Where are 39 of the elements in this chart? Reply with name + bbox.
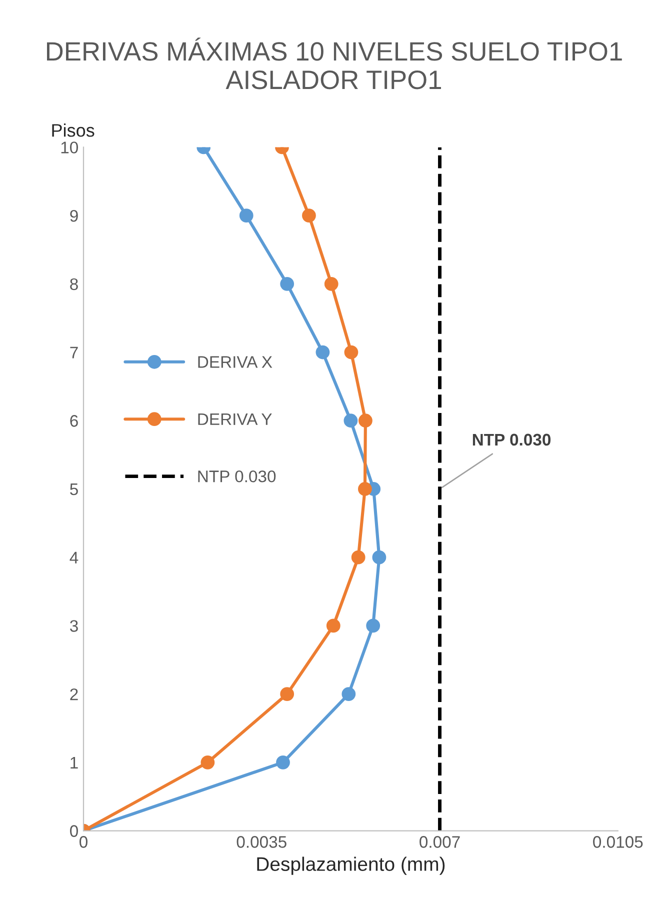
y-tick-label: 7 — [70, 346, 78, 358]
text: NTP 0.030 — [198, 470, 276, 482]
point — [358, 414, 372, 428]
legend-label: DERIVA Y — [198, 413, 272, 425]
point — [302, 208, 316, 222]
y-axis-title: Pisos — [52, 124, 94, 137]
ref-line-label: NTP 0.030 — [472, 434, 551, 446]
point — [324, 276, 338, 291]
y-tick-label: 1 — [70, 756, 78, 768]
point — [280, 276, 294, 291]
point — [200, 755, 215, 770]
point — [316, 345, 330, 360]
x-tick-label: 0.007 — [420, 836, 460, 848]
y-tick-label: 8 — [70, 278, 78, 290]
point — [326, 618, 340, 633]
x-tick-label: 0.0035 — [236, 836, 286, 848]
y-tick-label: 4 — [70, 552, 78, 564]
y-tick-label: 3 — [70, 620, 78, 632]
chart-title: DERIVAS MÁXIMAS 10 NIVELES SUELO TIPO1 AISLADOR TIPO1 — [46, 38, 622, 90]
point — [239, 208, 254, 222]
point — [342, 687, 356, 701]
y-tick-label: 0 — [70, 825, 78, 837]
point — [344, 345, 358, 360]
y-tick-label: 10 — [61, 142, 78, 154]
y-tick-label: 6 — [70, 415, 78, 427]
point — [280, 687, 294, 701]
point — [344, 414, 358, 428]
legend-label: DERIVA X — [198, 356, 272, 368]
y-tick-label: 9 — [70, 210, 78, 222]
point — [358, 482, 372, 496]
point — [351, 550, 366, 564]
point — [276, 755, 290, 770]
x-tick-label: 0 — [80, 836, 88, 848]
y-tick-label: 2 — [70, 688, 78, 700]
point — [366, 618, 380, 633]
y-tick-label: 5 — [70, 484, 78, 496]
point — [372, 550, 386, 564]
x-axis-title: Desplazamiento (mm) — [257, 856, 445, 875]
x-tick-label: 0.0105 — [593, 836, 643, 848]
